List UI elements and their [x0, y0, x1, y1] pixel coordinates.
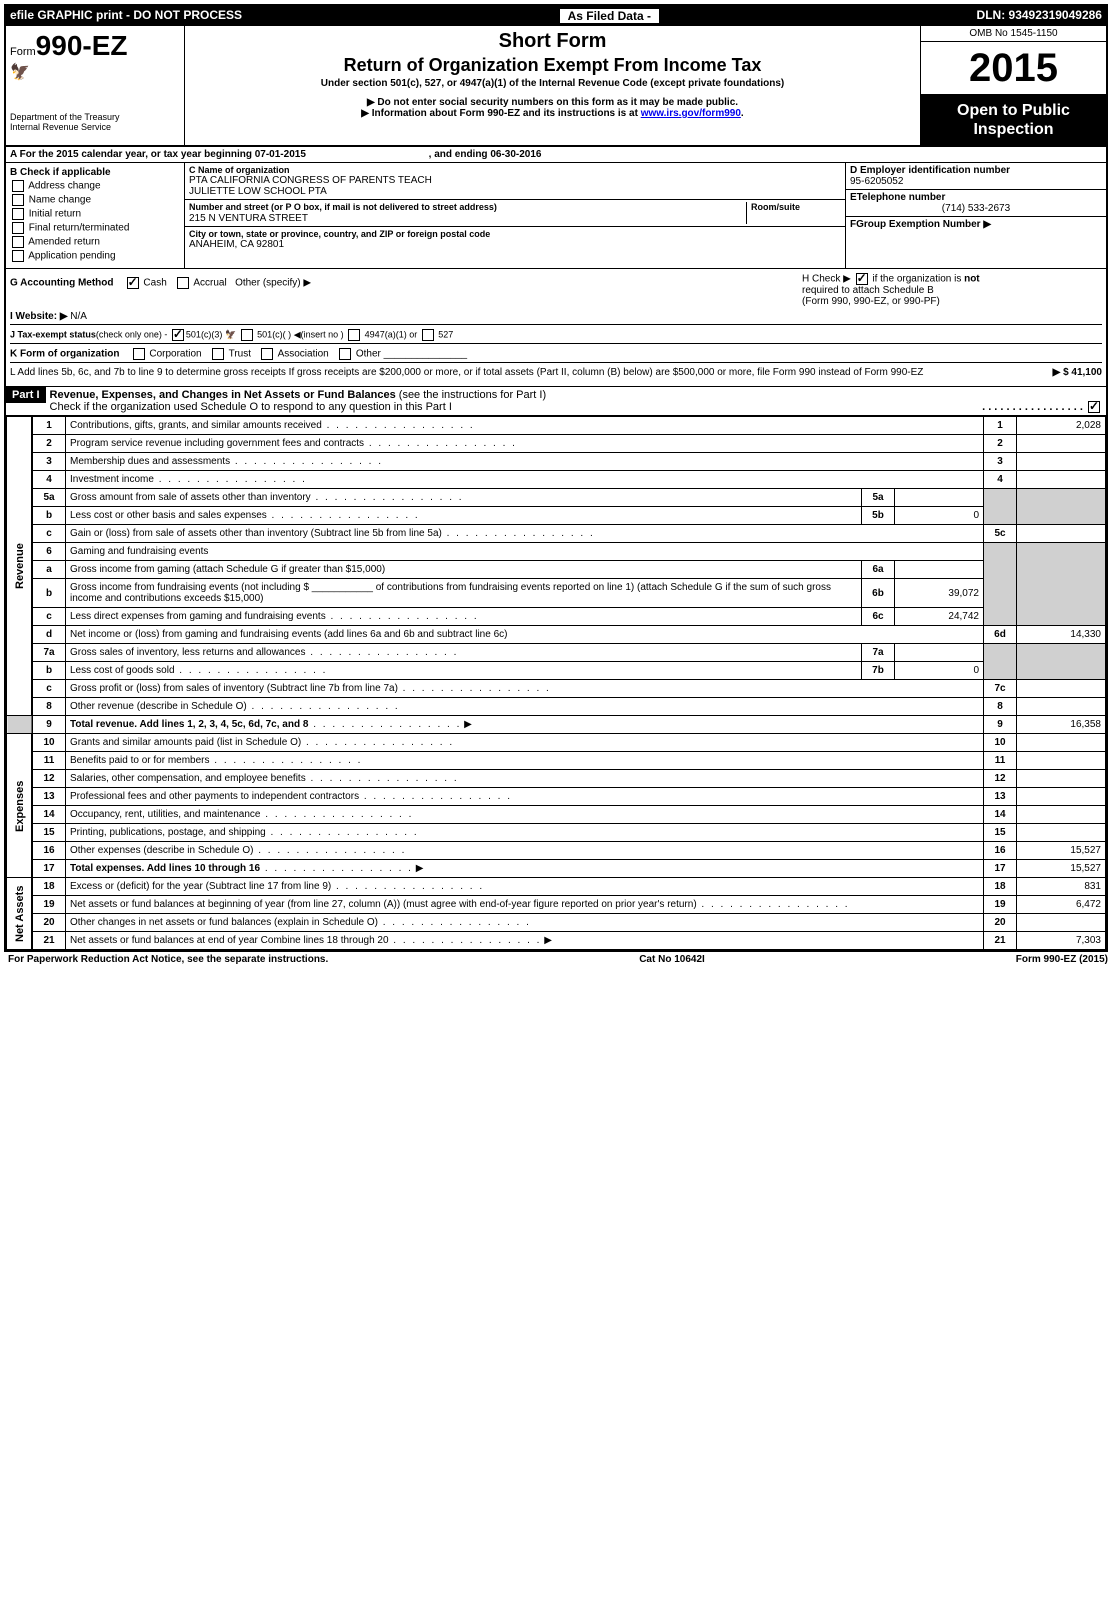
org-city: ANAHEIM, CA 92801 [189, 239, 841, 250]
footer-mid: Cat No 10642I [639, 954, 705, 965]
form-word: Form [10, 46, 36, 58]
form-990ez: efile GRAPHIC print - DO NOT PROCESS As … [4, 4, 1108, 952]
check-assoc[interactable] [261, 348, 273, 360]
efile-label: efile GRAPHIC print - DO NOT PROCESS [10, 8, 242, 24]
check-527[interactable] [422, 329, 434, 341]
col-c-org: C Name of organization PTA CALIFORNIA CO… [185, 163, 845, 268]
check-accrual[interactable] [177, 277, 189, 289]
footer-left: For Paperwork Reduction Act Notice, see … [8, 954, 328, 965]
check-final-return[interactable] [12, 222, 24, 234]
dln: DLN: 93492319049286 [977, 8, 1102, 24]
header: Form990-EZ 🦅 Department of the Treasury … [6, 26, 1106, 147]
check-amended[interactable] [12, 236, 24, 248]
col-b-checks: B Check if applicable Address change Nam… [6, 163, 185, 268]
footer: For Paperwork Reduction Act Notice, see … [4, 952, 1112, 967]
irs-link[interactable]: www.irs.gov/form990 [641, 108, 741, 119]
check-name-change[interactable] [12, 194, 24, 206]
check-initial-return[interactable] [12, 208, 24, 220]
e-label: ETelephone number [850, 192, 1102, 203]
check-cash[interactable] [127, 277, 139, 289]
as-filed-box: As Filed Data - [559, 8, 660, 24]
row-a: A For the 2015 calendar year, or tax yea… [6, 147, 1106, 163]
side-revenue: Revenue [7, 417, 33, 716]
dept-treasury: Department of the Treasury [10, 112, 180, 122]
part1-header: Part I Revenue, Expenses, and Changes in… [6, 387, 1106, 416]
j-label: J Tax-exempt status [10, 330, 96, 340]
tax-year: 2015 [921, 42, 1106, 95]
top-bar: efile GRAPHIC print - DO NOT PROCESS As … [6, 6, 1106, 26]
check-501c[interactable] [241, 329, 253, 341]
open-to-public: Open to Public Inspection [921, 95, 1106, 145]
street-label: Number and street (or P O box, if mail i… [189, 202, 497, 212]
form-number: 990-EZ [36, 30, 128, 61]
lines-table: Revenue 1Contributions, gifts, grants, a… [6, 416, 1106, 950]
l-text: L Add lines 5b, 6c, and 7b to line 9 to … [10, 367, 982, 378]
check-other-org[interactable] [339, 348, 351, 360]
b-label: B Check if applicable [10, 167, 180, 178]
col-def: D Employer identification number 95-6205… [845, 163, 1106, 268]
check-501c3[interactable] [172, 329, 184, 341]
l-amount: ▶ $ 41,100 [982, 367, 1102, 378]
omb-number: OMB No 1545-1150 [921, 26, 1106, 42]
org-street: 215 N VENTURA STREET [189, 213, 746, 224]
check-4947[interactable] [348, 329, 360, 341]
warning-ssn: ▶ Do not enter social security numbers o… [189, 97, 916, 108]
section-bcdef: B Check if applicable Address change Nam… [6, 163, 1106, 269]
check-h[interactable] [856, 273, 868, 285]
k-label: K Form of organization [10, 349, 119, 360]
i-label: I Website: ▶ [10, 311, 68, 322]
org-name2: JULIETTE LOW SCHOOL PTA [189, 186, 841, 197]
check-schedule-o[interactable] [1088, 401, 1100, 413]
dept-irs: Internal Revenue Service [10, 122, 180, 132]
check-trust[interactable] [212, 348, 224, 360]
room-label: Room/suite [751, 202, 800, 212]
org-name1: PTA CALIFORNIA CONGRESS OF PARENTS TEACH [189, 175, 841, 186]
side-expenses: Expenses [7, 734, 33, 878]
return-title: Return of Organization Exempt From Incom… [189, 55, 916, 76]
f-label: FGroup Exemption Number ▶ [850, 219, 1102, 230]
ein: 95-6205052 [850, 176, 1102, 187]
check-corp[interactable] [133, 348, 145, 360]
short-form: Short Form [189, 30, 916, 53]
eagle-icon: 🦅 [10, 62, 180, 82]
part1-label: Part I [6, 387, 46, 403]
telephone: (714) 533-2673 [850, 203, 1102, 214]
under-section: Under section 501(c), 527, or 4947(a)(1)… [189, 78, 916, 89]
website: N/A [70, 311, 87, 322]
check-app-pending[interactable] [12, 250, 24, 262]
g-label: G Accounting Method [10, 278, 114, 289]
side-netassets: Net Assets [7, 878, 33, 950]
city-label: City or town, state or province, country… [189, 229, 841, 239]
footer-right: Form 990-EZ (2015) [1016, 954, 1108, 965]
d-label: D Employer identification number [850, 165, 1102, 176]
c-name-label: C Name of organization [189, 165, 841, 175]
check-address-change[interactable] [12, 180, 24, 192]
section-ghijkl: G Accounting Method Cash Accrual Other (… [6, 269, 1106, 387]
warning-info: ▶ Information about Form 990-EZ and its … [189, 108, 916, 119]
